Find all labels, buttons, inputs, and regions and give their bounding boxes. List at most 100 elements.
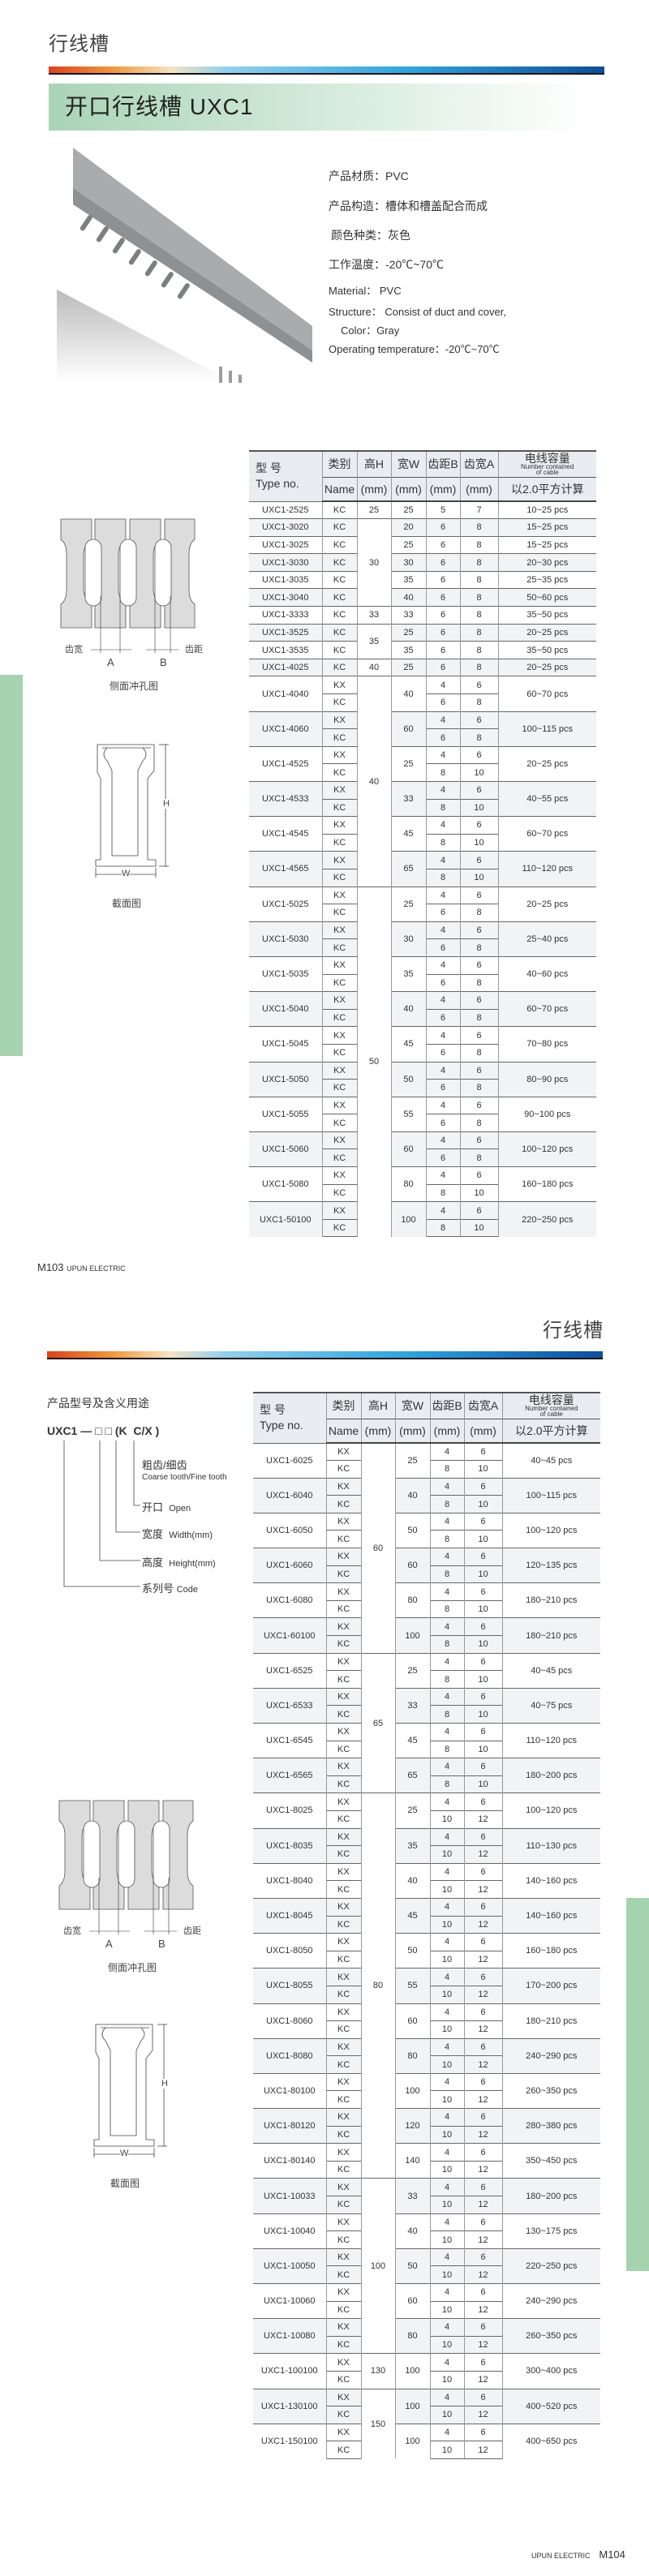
header-unit: (mm)	[360, 1418, 396, 1444]
tooth-width-value: 12	[463, 1985, 502, 2003]
type-no: UXC1-3333	[249, 606, 323, 625]
table-row: KC 10 12	[253, 2196, 600, 2214]
pitch-value: 4	[425, 816, 461, 835]
type-no: UXC1-3525	[249, 623, 323, 642]
width-value: 45	[390, 1026, 427, 1062]
pitch-value: 8	[429, 1635, 465, 1654]
pitch-value: 6	[425, 693, 461, 712]
legend-item-code: 系列号 Code	[142, 1582, 198, 1595]
pitch-value: 4	[429, 1897, 465, 1917]
capacity-value: 40~55 pcs	[497, 780, 596, 817]
width-value: 30	[390, 921, 427, 957]
type-no: UXC1-5025	[249, 886, 323, 922]
pitch-value: 4	[425, 955, 461, 975]
cross-section-diagram: H W 截面图	[89, 738, 187, 917]
type-no: UXC1-80100	[253, 2072, 327, 2109]
tooth-width-value: 10	[463, 1635, 502, 1654]
name-code: KC	[322, 798, 358, 817]
pitch-value: 4	[425, 676, 461, 694]
table-row: UXC1-4565 KX 65 4 6 110~120 pcs	[249, 851, 596, 887]
name-code: KC	[326, 1950, 362, 1968]
table-row: KC 8 10	[253, 1599, 600, 1618]
name-code: KC	[322, 1114, 358, 1132]
tooth-width-value: 12	[463, 2441, 502, 2459]
height-value: 65	[360, 1652, 396, 1793]
name-code: KC	[326, 1460, 362, 1479]
name-code: KX	[325, 1723, 362, 1741]
name-code: KX	[321, 921, 358, 939]
name-code: KC	[326, 1495, 362, 1513]
name-code: KC	[326, 1775, 362, 1793]
type-no: UXC1-8055	[253, 1968, 327, 2003]
name-code: KC	[322, 868, 358, 887]
width-value: 45	[394, 1897, 431, 1934]
type-no: UXC1-5060	[249, 1131, 323, 1167]
table-row: UXC1-3035 KC 35 6 8 25~35 pcs	[249, 570, 596, 589]
table-row: KC 10 12	[253, 2441, 600, 2459]
width-value: 45	[394, 1722, 431, 1758]
pitch-value: 4	[429, 1442, 465, 1461]
table-row: UXC1-60100 KX 100 4 6 180~210 pcs	[253, 1617, 600, 1654]
capacity-value: 60~70 pcs	[497, 816, 596, 852]
table-row: KC 10 12	[253, 2055, 600, 2074]
table-row: UXC1-6040 KX 40 4 6 100~115 pcs	[253, 1477, 600, 1513]
name-code: KX	[325, 2108, 362, 2127]
name-code: KC	[326, 1565, 362, 1583]
header-unit: (mm)	[459, 476, 499, 502]
name-code: KC	[326, 2055, 362, 2074]
page-footer-left: M103 UPUN ELECTRIC	[37, 1261, 126, 1273]
pitch-value: 6	[425, 904, 461, 922]
tooth-width-value: 12	[463, 2020, 502, 2039]
type-no: UXC1-100100	[253, 2353, 327, 2389]
width-value: 40	[394, 1862, 431, 1899]
pitch-value: 10	[429, 1985, 465, 2003]
capacity-value: 140~160 pcs	[501, 1897, 600, 1934]
gradient-divider-2	[47, 1351, 603, 1359]
table-row: KC 8 10	[249, 798, 596, 817]
width-value: 100	[394, 2353, 431, 2389]
spec-table: 型 号 Type no. 类别 高H 宽W 齿距B 齿宽A 电线容量 Number contai…	[249, 450, 596, 1238]
capacity-value: 110~120 pcs	[497, 851, 596, 887]
tooth-width-value: 10	[463, 1670, 502, 1689]
tooth-width-value: 6	[459, 1131, 499, 1149]
name-code: KX	[321, 676, 358, 694]
width-value: 40	[390, 991, 427, 1027]
pitch-value: 4	[425, 1201, 461, 1220]
pitch-value: 4	[425, 886, 461, 904]
tooth-width-value: 6	[459, 745, 499, 764]
pitch-value: 4	[425, 745, 461, 764]
pitch-value: 4	[429, 1933, 465, 1951]
name-code: KC	[326, 1880, 362, 1899]
table-row: KC 8 10	[253, 1565, 600, 1583]
width-value: 140	[394, 2143, 431, 2179]
width-value: 55	[390, 1096, 427, 1132]
tooth-width-label: 齿宽	[65, 645, 83, 655]
pitch-value: 4	[425, 711, 461, 729]
table-row: KC 8 10	[253, 1775, 600, 1793]
table-row: KC 8 10	[249, 1218, 596, 1238]
capacity-value: 15~25 pcs	[497, 518, 596, 537]
name-code: KX	[325, 1687, 362, 1706]
height-dim-label: H	[163, 799, 170, 809]
width-value: 40	[394, 2213, 431, 2249]
name-code: KC	[322, 1183, 358, 1202]
capacity-value: 110~130 pcs	[501, 1827, 600, 1864]
table-row: UXC1-3525 KC 35 25 6 8 20~25 pcs	[249, 623, 596, 659]
tooth-width-value: 8	[459, 518, 499, 537]
spec-table-1: 型 号 Type no. 类别 高H 宽W 齿距B 齿宽A 电线容量 Number contai…	[249, 450, 596, 1238]
table-row: UXC1-2525 KC 25 25 5 7 10~25 pcs	[249, 500, 596, 519]
tooth-width-value: 6	[463, 1687, 503, 1706]
type-no: UXC1-6525	[253, 1652, 327, 1689]
type-no: UXC1-2525	[249, 500, 323, 519]
punch-diagram: 齿宽 齿距 A B 侧面冲孔图	[57, 515, 211, 702]
tooth-width-value: 8	[459, 641, 499, 659]
tooth-width-value: 8	[459, 1043, 498, 1062]
name-code: KC	[326, 2160, 362, 2179]
capacity-value: 110~120 pcs	[501, 1722, 600, 1758]
page-footer-right: UPUN ELECTRIC M104	[531, 2548, 625, 2561]
type-no: UXC1-5055	[249, 1096, 323, 1132]
capacity-value: 240~290 pcs	[501, 2037, 600, 2074]
capacity-value: 260~350 pcs	[501, 2072, 600, 2109]
name-code: KC	[322, 904, 358, 922]
pitch-value: 4	[429, 2423, 465, 2441]
